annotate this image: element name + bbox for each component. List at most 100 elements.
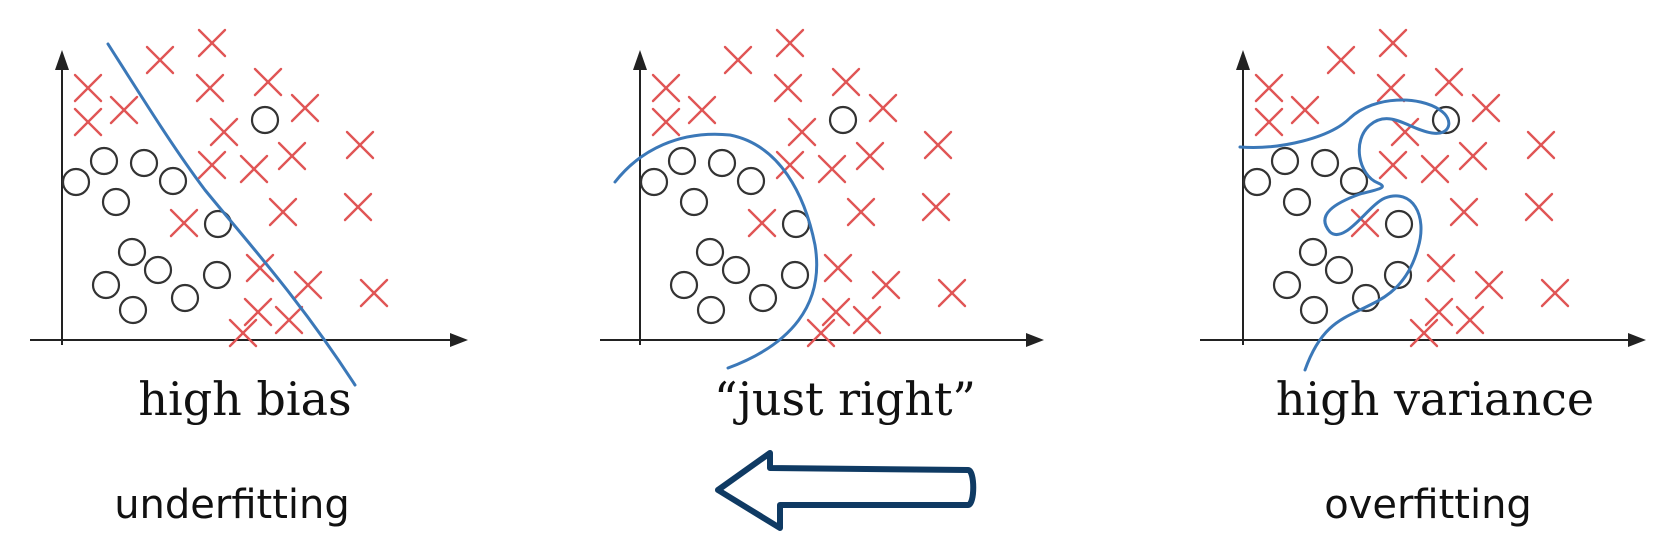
cross-stroke <box>1350 208 1380 238</box>
cross-stroke <box>1526 130 1556 160</box>
cross-marker <box>1455 305 1485 335</box>
circle-marker <box>1431 105 1461 135</box>
cross-marker <box>1526 130 1556 160</box>
circle-marker <box>1324 255 1354 285</box>
positive-examples <box>1254 28 1570 348</box>
circle-marker <box>679 187 709 217</box>
circle-marker <box>203 209 233 239</box>
x-axis-arrowhead <box>1628 333 1646 347</box>
y-axis-arrowhead <box>55 50 69 70</box>
circle-marker <box>695 237 725 267</box>
cross-marker <box>1378 28 1408 58</box>
cross-stroke <box>937 278 967 308</box>
cross-stroke <box>775 28 805 58</box>
cross-marker <box>921 192 951 222</box>
cross-marker <box>821 297 851 327</box>
circle-marker <box>1298 237 1328 267</box>
circle-marker <box>143 255 173 285</box>
cross-marker <box>268 197 298 227</box>
cross-marker <box>1254 107 1284 137</box>
cross-marker <box>253 67 283 97</box>
cross-stroke <box>651 107 681 137</box>
cross-stroke <box>1458 141 1488 171</box>
cross-stroke <box>852 305 882 335</box>
cross-marker <box>723 45 753 75</box>
circle-marker <box>1282 187 1312 217</box>
cross-marker <box>1458 141 1488 171</box>
cross-marker <box>868 93 898 123</box>
cross-marker <box>145 45 175 75</box>
cross-marker <box>1434 67 1464 97</box>
cross-stroke <box>1254 107 1284 137</box>
cross-marker <box>871 270 901 300</box>
cross-stroke <box>1376 73 1406 103</box>
cross-stroke <box>1326 45 1356 75</box>
negative-examples <box>1242 105 1461 325</box>
cross-marker <box>855 141 885 171</box>
circle-marker <box>736 166 766 196</box>
cross-marker <box>359 278 389 308</box>
cross-marker <box>651 107 681 137</box>
cross-marker <box>197 150 227 180</box>
cross-marker <box>243 297 273 327</box>
circle-marker <box>828 105 858 135</box>
cross-stroke <box>169 208 199 238</box>
cross-stroke <box>343 192 373 222</box>
cross-stroke <box>846 197 876 227</box>
circle-marker <box>61 167 91 197</box>
cross-marker <box>73 107 103 137</box>
panel-title: “just right” <box>714 372 976 426</box>
y-axis-arrowhead <box>1236 50 1250 70</box>
cross-marker <box>1426 253 1456 283</box>
cross-marker <box>923 130 953 160</box>
circle-marker <box>117 237 147 267</box>
cross-marker <box>1540 278 1570 308</box>
cross-marker <box>345 130 375 160</box>
cross-stroke <box>747 208 777 238</box>
cross-stroke <box>823 253 853 283</box>
panel-title: high bias <box>138 372 351 426</box>
cross-stroke <box>821 297 851 327</box>
cross-stroke <box>651 73 681 103</box>
cross-marker <box>817 154 847 184</box>
cross-marker <box>846 197 876 227</box>
cross-stroke <box>268 197 298 227</box>
cross-marker <box>687 95 717 125</box>
decision-boundary-overfit <box>1238 98 1451 372</box>
cross-marker <box>1474 270 1504 300</box>
cross-marker <box>293 270 323 300</box>
cross-stroke <box>1420 154 1450 184</box>
cross-marker <box>274 305 304 335</box>
cross-marker <box>1420 154 1450 184</box>
cross-stroke <box>687 95 717 125</box>
cross-stroke <box>855 141 885 171</box>
cross-marker <box>852 305 882 335</box>
cross-stroke <box>1424 297 1454 327</box>
cross-marker <box>831 67 861 97</box>
circle-marker <box>707 148 737 178</box>
circle-marker <box>748 283 778 313</box>
circle-marker <box>158 166 188 196</box>
cross-marker <box>239 154 269 184</box>
panel-high-variance: high variance overfitting <box>1200 28 1646 528</box>
cross-marker <box>937 278 967 308</box>
cross-marker <box>343 192 373 222</box>
cross-marker <box>806 318 836 348</box>
negative-examples <box>639 105 858 325</box>
cross-marker <box>197 28 227 58</box>
cross-marker <box>1376 73 1406 103</box>
cross-stroke <box>345 130 375 160</box>
cross-stroke <box>73 107 103 137</box>
cross-stroke <box>145 45 175 75</box>
cross-stroke <box>831 67 861 97</box>
cross-stroke <box>1474 270 1504 300</box>
cross-marker <box>787 117 817 147</box>
cross-marker <box>1409 318 1439 348</box>
y-axis-arrowhead <box>633 50 647 70</box>
cross-stroke <box>723 45 753 75</box>
cross-stroke <box>1290 95 1320 125</box>
cross-marker <box>73 73 103 103</box>
cross-stroke <box>359 278 389 308</box>
cross-stroke <box>253 67 283 97</box>
